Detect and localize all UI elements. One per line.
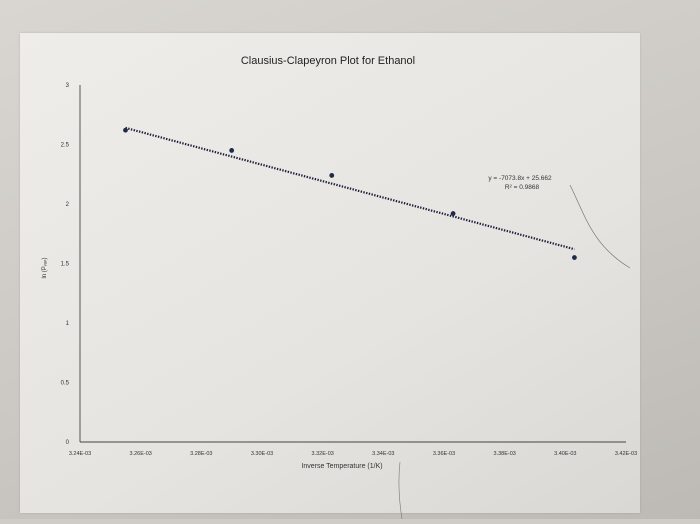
x-tick-label: 3.36E-03 [433,451,455,457]
y-tick-label: 3 [66,83,70,89]
data-point [229,148,235,153]
trendline-equation: y = -7073.8x + 25.662 [488,175,552,182]
paper-sheet [20,33,640,513]
y-tick-label: 1 [66,321,70,327]
y-tick-label: 0.5 [61,381,70,387]
y-axis-label: ln (Pᵥₐₚ) [42,257,48,278]
x-tick-label: 3.28E-03 [190,451,212,457]
y-tick-label: 0 [66,440,70,446]
trendline-group [125,126,575,251]
data-point [450,211,456,216]
x-tick-label: 3.32E-03 [312,451,334,457]
x-tick-label: 3.30E-03 [251,451,273,457]
data-point [123,127,128,133]
trendline-r2: R² = 0.9868 [505,184,540,191]
x-axis-label: Inverse Temperature (1/K) [301,463,382,470]
y-tick-label: 1.5 [61,262,70,268]
data-points [123,127,577,260]
x-tick-label: 3.24E-03 [69,451,91,457]
x-tick-label: 3.38E-03 [494,451,516,457]
y-tick-label: 2.5 [61,143,70,149]
x-ticks: 3.24E-03 3.26E-03 3.28E-03 3.30E-03 3.32E-03… [69,451,637,457]
y-tick-label: 2 [66,202,70,208]
x-tick-label: 3.34E-03 [372,451,394,457]
data-point [329,173,335,178]
trendline [125,126,575,251]
pencil-stroke [569,184,631,269]
x-tick-label: 3.26E-03 [130,451,152,457]
pencil-stroke [398,461,403,520]
y-ticks: 0 0.5 1 1.5 2 2.5 3 [61,83,70,446]
x-tick-label: 3.40E-03 [554,451,576,457]
chart-title: Clausius-Clapeyron Plot for Ethanol [241,55,415,67]
x-tick-label: 3.42E-03 [615,451,637,457]
data-point [572,255,577,260]
